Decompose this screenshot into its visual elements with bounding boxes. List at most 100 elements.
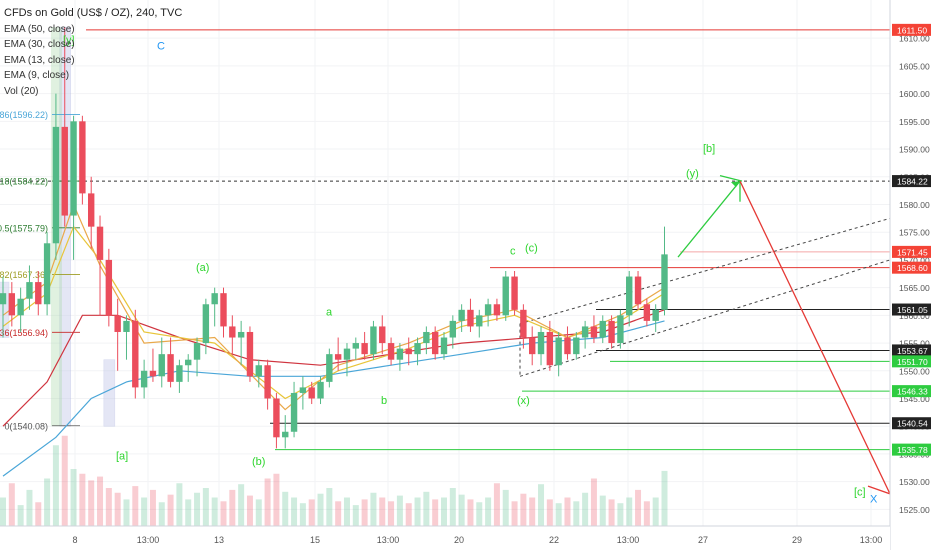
candle-body bbox=[193, 343, 201, 360]
volume-bar bbox=[70, 469, 77, 526]
candle-body bbox=[379, 326, 386, 344]
wave-label: (b) bbox=[252, 456, 265, 468]
candle-body bbox=[246, 331, 254, 377]
candle-body bbox=[502, 276, 509, 316]
price-tag bbox=[892, 443, 931, 456]
candle-body bbox=[361, 343, 368, 355]
projection-up-line bbox=[677, 180, 741, 258]
volume-bar bbox=[529, 497, 536, 526]
volume-bar bbox=[132, 486, 139, 526]
candle-body bbox=[282, 431, 289, 438]
candle-body bbox=[8, 293, 16, 316]
volume-bar bbox=[61, 435, 68, 526]
volume-bar bbox=[352, 505, 359, 526]
price-axis-tick: 1530.00 bbox=[899, 477, 930, 487]
volume-bar bbox=[79, 473, 86, 526]
candle-body bbox=[546, 331, 554, 366]
candle-body bbox=[211, 293, 218, 305]
wave-label: (a) bbox=[196, 262, 209, 274]
candle-body bbox=[43, 243, 51, 305]
price-tag-text: 1540.54 bbox=[897, 419, 928, 429]
candle-body bbox=[202, 304, 210, 344]
fib-label: 0(1540.08) bbox=[4, 421, 48, 431]
volume-bar bbox=[220, 501, 227, 526]
volume-bar bbox=[617, 503, 624, 526]
volume-bar bbox=[158, 502, 165, 526]
volume-bar bbox=[308, 499, 315, 526]
ema30-line bbox=[2, 309, 665, 427]
candle-body bbox=[185, 359, 192, 366]
candle-body bbox=[52, 126, 60, 244]
candle-body bbox=[343, 348, 351, 360]
volume-bar bbox=[317, 493, 324, 526]
price-tag bbox=[892, 344, 931, 357]
wave-label: X bbox=[870, 494, 878, 506]
price-tag bbox=[892, 245, 931, 258]
candle-body bbox=[493, 304, 501, 316]
price-tag-text: 1571.45 bbox=[897, 247, 928, 257]
volume-bar bbox=[255, 499, 262, 526]
volume-bar bbox=[493, 483, 500, 526]
volume-bar bbox=[635, 489, 642, 526]
volume-bar bbox=[167, 494, 174, 526]
price-axis-tick: 1550.00 bbox=[899, 366, 930, 376]
indicator-ema13[interactable]: EMA (13, close) bbox=[4, 54, 75, 66]
candle-body bbox=[476, 315, 483, 327]
candle-body bbox=[484, 304, 492, 316]
price-axis-tick: 1605.00 bbox=[899, 61, 930, 71]
candle-body bbox=[573, 337, 580, 355]
time-axis-label: 27 bbox=[698, 535, 708, 545]
volume-bar bbox=[555, 503, 562, 526]
candle-body bbox=[555, 337, 562, 366]
time-axis-label: 13:00 bbox=[860, 535, 883, 545]
wave-label: [a] bbox=[116, 450, 128, 462]
candle-body bbox=[599, 320, 606, 338]
projection-up-cap bbox=[719, 175, 743, 182]
wave-label: b bbox=[381, 395, 387, 407]
price-axis-tick: 1600.00 bbox=[899, 89, 930, 99]
candle-body bbox=[273, 398, 280, 438]
candle-body bbox=[0, 293, 7, 305]
candle-body bbox=[140, 370, 148, 388]
volume-bar bbox=[476, 502, 483, 526]
candle-body bbox=[626, 276, 633, 316]
volume-bar bbox=[326, 488, 333, 526]
volume-bar bbox=[44, 478, 51, 526]
price-tag-text: 1551.70 bbox=[897, 357, 928, 367]
candle-body bbox=[149, 370, 157, 377]
fib-label: .236(1556.94) bbox=[0, 328, 48, 338]
volume-bar bbox=[273, 473, 280, 526]
indicator-volume[interactable]: Vol (20) bbox=[4, 85, 39, 97]
volume-bar bbox=[149, 489, 156, 526]
price-axis-tick: 1610.00 bbox=[899, 34, 930, 44]
price-tag bbox=[892, 175, 931, 188]
price-tag-text: 1611.50 bbox=[897, 25, 927, 35]
candle-body bbox=[643, 304, 651, 321]
volume-bar bbox=[105, 488, 112, 526]
volume-bar bbox=[282, 491, 289, 526]
candle-body bbox=[520, 309, 527, 338]
candle-body bbox=[114, 315, 121, 332]
projection-down-cap bbox=[867, 485, 891, 495]
price-tag-text: 1535.78 bbox=[897, 445, 928, 455]
volume-bar bbox=[123, 499, 130, 526]
indicator-ema30[interactable]: EMA (30, close) bbox=[4, 39, 75, 50]
indicator-ema50[interactable]: EMA (50, close) bbox=[4, 23, 75, 35]
indicator-ema9[interactable]: EMA (9, close) bbox=[4, 70, 70, 81]
candle-body bbox=[352, 343, 359, 349]
volume-bar bbox=[441, 497, 447, 526]
candle-body bbox=[35, 282, 42, 305]
volume-bar bbox=[414, 497, 421, 526]
fib-label: .382(1567.36) bbox=[0, 270, 48, 280]
chart-title: CFDs on Gold (US$ / OZ), 240, TVC bbox=[4, 7, 183, 19]
volume-bar bbox=[26, 489, 33, 526]
candle-body bbox=[61, 126, 68, 216]
price-tag-text: 1568.60 bbox=[897, 263, 928, 273]
volume-bar bbox=[652, 497, 659, 526]
candle-body bbox=[581, 326, 589, 338]
channel-upper bbox=[519, 217, 891, 325]
time-axis-label: 13:00 bbox=[137, 535, 160, 545]
candle-body bbox=[537, 331, 545, 355]
